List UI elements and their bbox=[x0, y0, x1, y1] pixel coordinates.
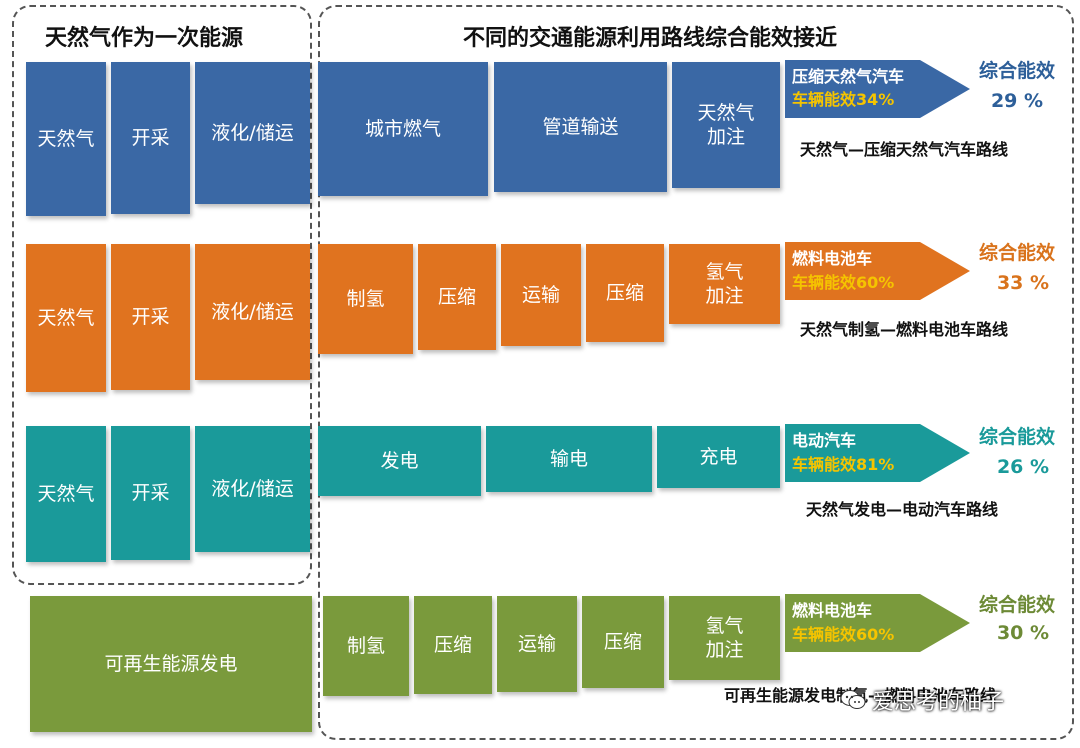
wechat-icon bbox=[840, 689, 866, 711]
watermark: 爱思考的柚子 bbox=[840, 684, 1004, 716]
row3-vehicle-arrow bbox=[785, 424, 970, 482]
row3-source-lng-storage: 液化/储运 bbox=[195, 426, 310, 552]
row4-overall-eff-title: 综合能效 bbox=[978, 594, 1055, 616]
left-header: 天然气作为一次能源 bbox=[45, 26, 244, 51]
row1-step-pipeline: 管道输送 bbox=[494, 62, 667, 192]
row2-step-compression-2: 压缩 bbox=[586, 244, 664, 342]
row2-overall-eff-value: 33 % bbox=[996, 272, 1050, 294]
row2-step-h2-production: 制氢 bbox=[318, 244, 413, 354]
row2-vehicle-name: 燃料电池车 bbox=[792, 249, 873, 268]
row4-step-h2-production: 制氢 bbox=[323, 596, 409, 696]
row3-source-natural-gas: 天然气 bbox=[26, 426, 106, 562]
row1-vehicle-arrow bbox=[785, 60, 970, 118]
row2-source-natural-gas: 天然气 bbox=[26, 244, 106, 392]
row3-vehicle-name: 电动汽车 bbox=[792, 431, 857, 450]
row4-vehicle-arrow bbox=[785, 594, 970, 652]
row4-vehicle-efficiency: 车辆能效60% bbox=[792, 625, 895, 644]
row2-step-compression-1: 压缩 bbox=[418, 244, 496, 350]
row4-step-compression-2: 压缩 bbox=[582, 596, 664, 688]
row2-step-h2-fueling: 氢气 加注 bbox=[669, 244, 780, 324]
row1-source-natural-gas: 天然气 bbox=[26, 62, 106, 216]
row3-overall-eff-title: 综合能效 bbox=[978, 426, 1055, 448]
row2-route-label: 天然气制氢—燃料电池车路线 bbox=[800, 320, 1009, 339]
row4-source-renewable-power: 可再生能源发电 bbox=[30, 596, 312, 732]
row3-source-extraction: 开采 bbox=[111, 426, 190, 560]
row4-step-transport: 运输 bbox=[497, 596, 577, 692]
right-header: 不同的交通能源利用路线综合能效接近 bbox=[463, 26, 838, 51]
row1-step-city-gas: 城市燃气 bbox=[318, 62, 488, 196]
row2-source-extraction: 开采 bbox=[111, 244, 190, 390]
row3-step-power-generation: 发电 bbox=[318, 426, 481, 496]
row2-overall-eff-title: 综合能效 bbox=[978, 242, 1055, 264]
row1-step-gas-fueling: 天然气 加注 bbox=[672, 62, 780, 188]
row1-source-extraction: 开采 bbox=[111, 62, 190, 214]
row1-overall-eff-title: 综合能效 bbox=[978, 60, 1055, 82]
row3-step-charging: 充电 bbox=[657, 426, 780, 488]
row1-overall-eff-value: 29 % bbox=[990, 90, 1044, 112]
row2-source-lng-storage: 液化/储运 bbox=[195, 244, 310, 380]
row2-vehicle-efficiency: 车辆能效60% bbox=[792, 273, 895, 292]
row1-vehicle-name: 压缩天然气汽车 bbox=[792, 67, 905, 86]
row2-vehicle-arrow bbox=[785, 242, 970, 300]
row2-step-transport: 运输 bbox=[501, 244, 581, 346]
row4-overall-eff-value: 30 % bbox=[996, 622, 1050, 644]
row2-step-h2-fueling-label: 氢气 加注 bbox=[705, 261, 744, 307]
row3-route-label: 天然气发电—电动汽车路线 bbox=[806, 500, 999, 519]
transport-routes-frame bbox=[318, 5, 1074, 740]
row3-vehicle-efficiency: 车辆能效81% bbox=[792, 455, 895, 474]
row1-vehicle-efficiency: 车辆能效34% bbox=[792, 90, 895, 109]
primary-energy-frame bbox=[12, 5, 312, 585]
row4-step-h2-fueling-label: 氢气 加注 bbox=[705, 615, 744, 661]
row4-step-h2-fueling: 氢气 加注 bbox=[669, 596, 780, 680]
row3-step-power-transmission: 输电 bbox=[486, 426, 652, 492]
row1-step-gas-fueling-label: 天然气 加注 bbox=[697, 102, 755, 148]
row3-overall-eff-value: 26 % bbox=[996, 456, 1050, 478]
row1-route-label: 天然气—压缩天然气汽车路线 bbox=[800, 140, 1009, 159]
row4-step-compression-1: 压缩 bbox=[414, 596, 492, 694]
row1-source-lng-storage: 液化/储运 bbox=[195, 62, 310, 204]
row4-vehicle-name: 燃料电池车 bbox=[792, 601, 873, 620]
watermark-text: 爱思考的柚子 bbox=[872, 690, 1005, 715]
